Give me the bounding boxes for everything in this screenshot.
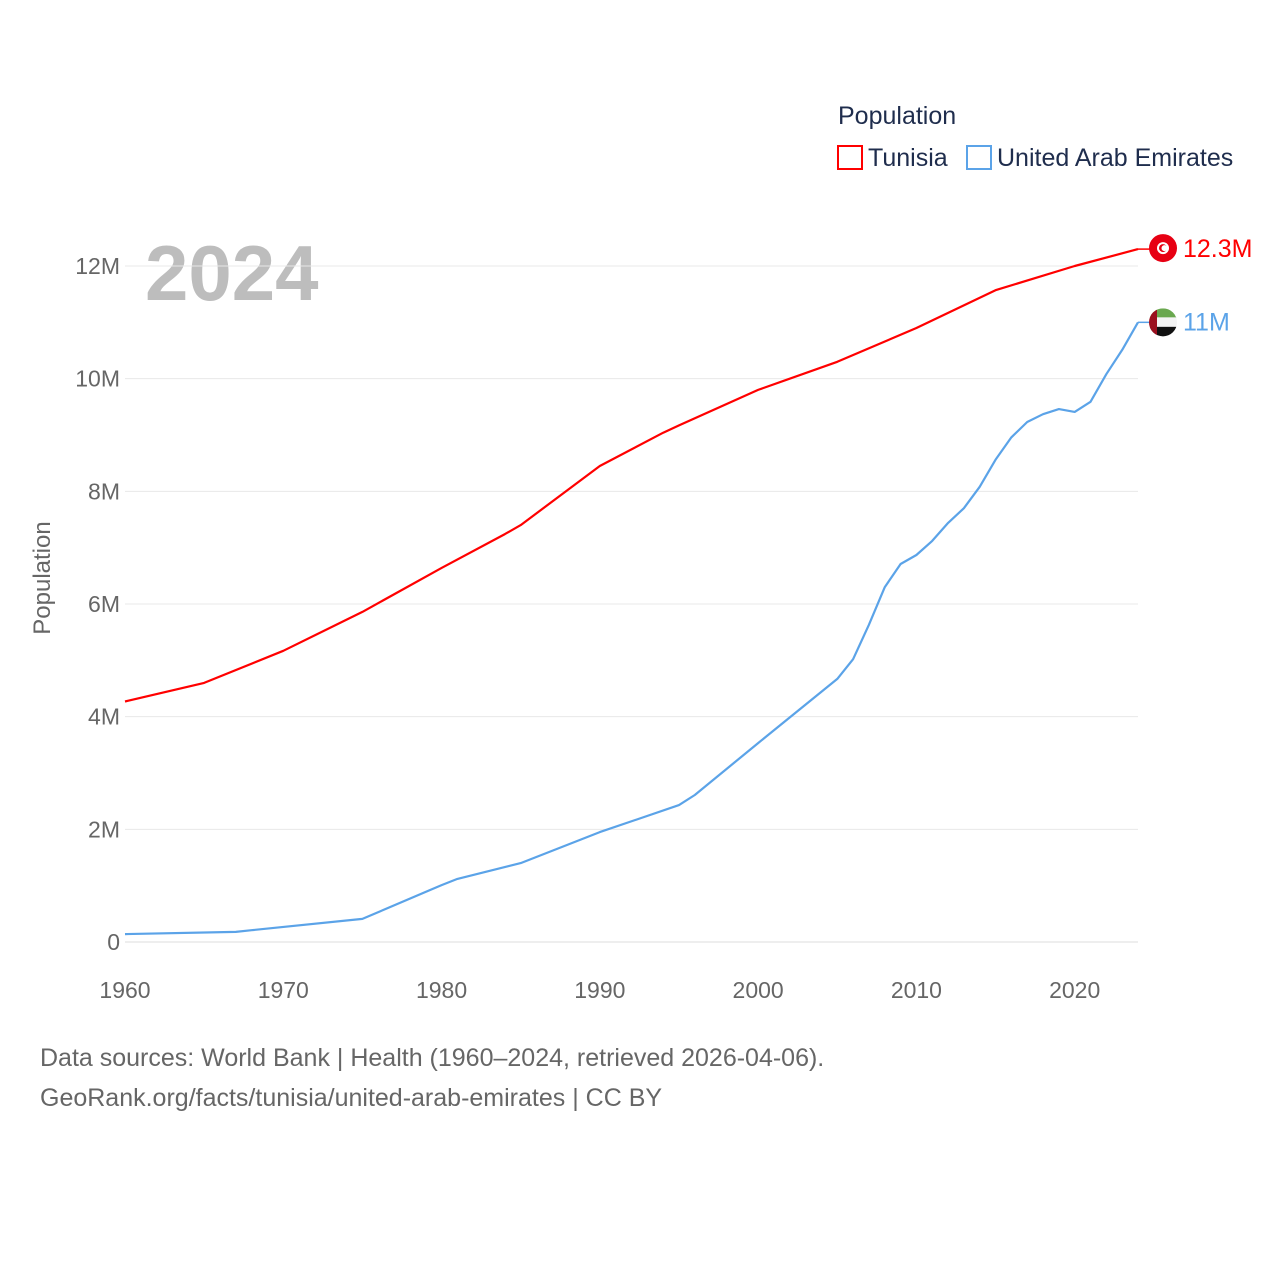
y-tick-label: 4M [88, 704, 120, 730]
attribution-link[interactable]: GeoRank.org/facts/tunisia/united-arab-em… [40, 1084, 663, 1112]
year-label: 2024 [145, 229, 319, 317]
x-tick-label: 1980 [416, 977, 467, 1003]
y-tick-label: 8M [88, 478, 120, 504]
x-tick-label: 1970 [258, 977, 309, 1003]
end-value-label: 12.3M [1183, 235, 1252, 263]
x-tick-label: 2010 [891, 977, 942, 1003]
legend-item-united-arab-emirates: United Arab Emirates [997, 144, 1233, 172]
y-tick-label: 6M [88, 591, 120, 617]
y-tick-label: 10M [75, 366, 120, 392]
uae-flag-icon [1149, 308, 1177, 337]
y-tick-label: 0 [107, 929, 120, 955]
tunisia-flag-crescent-cut [1161, 245, 1168, 252]
data-source-text: Data sources: World Bank | Health (1960–… [40, 1044, 825, 1072]
x-tick-label: 2000 [733, 977, 784, 1003]
series-line-0 [124, 248, 1139, 703]
x-tick-label: 1960 [99, 977, 150, 1003]
legend-swatch [966, 145, 992, 170]
legend-swatch [837, 145, 863, 170]
series-line-1 [124, 321, 1139, 936]
legend-item-tunisia: Tunisia [868, 144, 948, 172]
y-tick-label: 12M [75, 253, 120, 279]
x-tick-label: 1990 [574, 977, 625, 1003]
y-axis-label: Population [29, 521, 56, 634]
end-value-label: 11M [1183, 308, 1230, 336]
legend-title: Population [838, 102, 956, 130]
y-tick-label: 2M [88, 816, 120, 842]
x-tick-label: 2020 [1049, 977, 1100, 1003]
